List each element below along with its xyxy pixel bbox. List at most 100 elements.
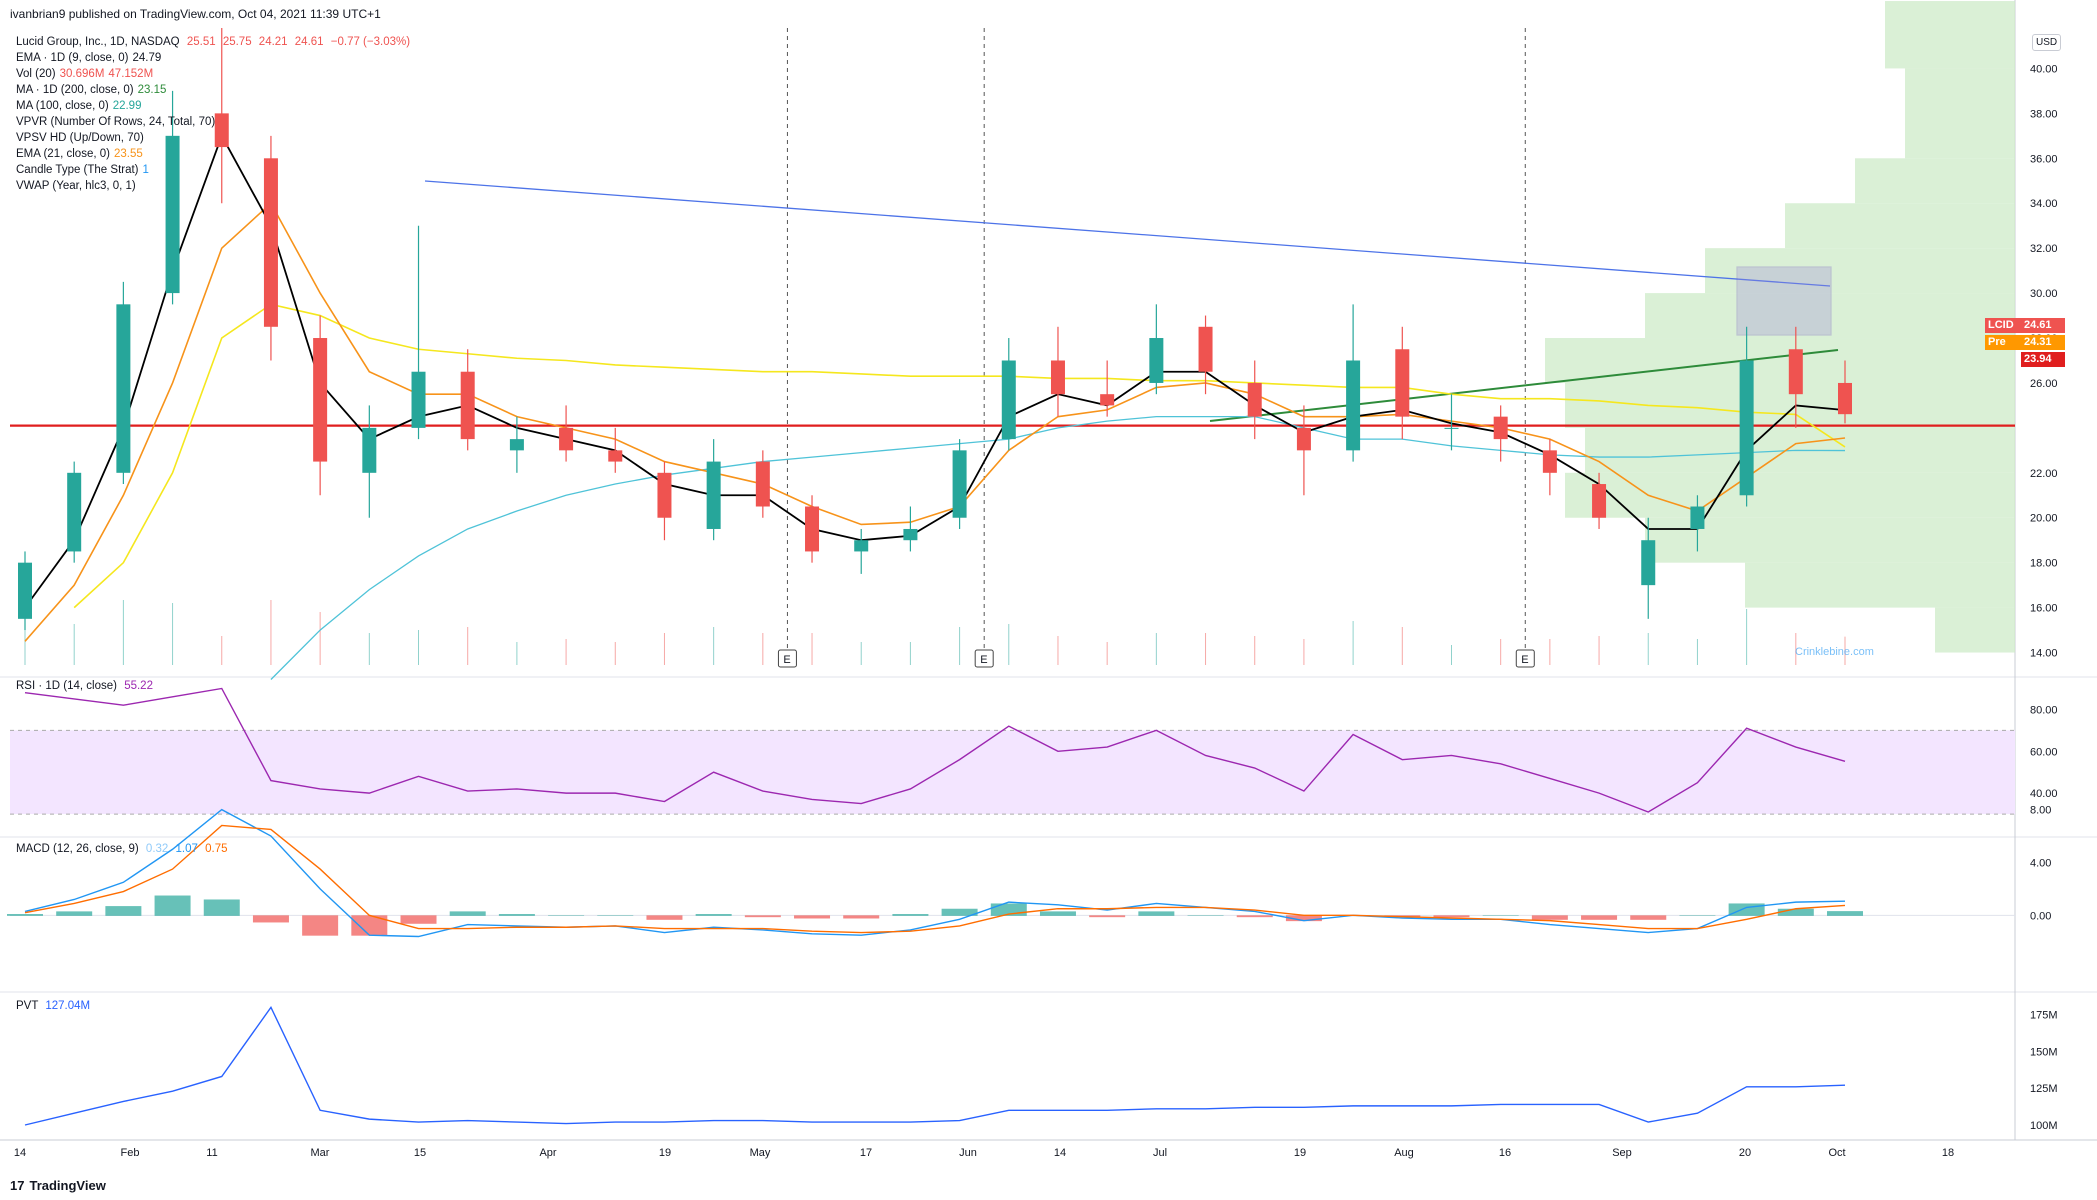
legend-ma200-label: MA · 1D (200, close, 0): [16, 84, 134, 96]
candle-body: [165, 135, 180, 294]
legend-high: 25.75: [222, 36, 252, 48]
candle-body: [1395, 349, 1410, 417]
rsi-line: [24, 687, 1846, 813]
date-axis-tick: 17: [860, 1147, 872, 1159]
candle-body: [854, 540, 869, 552]
macd-histogram-bar: [548, 915, 585, 916]
macd-line-value: 1.07: [175, 843, 198, 855]
macd-histogram-bar: [941, 908, 978, 916]
legend-ma200-value: 23.15: [137, 84, 167, 96]
macd-histogram-bar: [302, 915, 339, 936]
ma100-line: [270, 415, 1846, 680]
macd-histogram-bar: [794, 915, 831, 919]
legend-ma200[interactable]: MA · 1D (200, close, 0) 23.15: [16, 82, 410, 98]
price-tag-last-value: 24.61: [2021, 318, 2065, 333]
ema21-line: [24, 201, 1846, 642]
candle-body: [1346, 360, 1361, 451]
macd-histogram-bar: [1777, 908, 1814, 916]
volume-profile-bar: [1565, 472, 2015, 518]
candle-body: [460, 371, 475, 440]
legend-ma100[interactable]: MA (100, close, 0) 22.99: [16, 98, 410, 114]
legend-candle-type[interactable]: Candle Type (The Strat) 1: [16, 162, 410, 178]
candle-body: [1001, 360, 1016, 440]
price-axis-tick: 16.00: [2030, 603, 2058, 615]
volume-profile-bar: [1935, 607, 2015, 653]
volume-profile-bar: [1905, 68, 2015, 159]
volume-profile-bar: [1855, 158, 2015, 204]
macd-pane-label[interactable]: MACD (12, 26, close, 9) 0.32 1.07 0.75: [16, 843, 228, 855]
volume-profile-bar: [1745, 562, 2015, 608]
macd-line: [24, 808, 1846, 938]
date-axis-tick: Jul: [1153, 1147, 1167, 1159]
macd-axis-tick: 0.00: [2030, 910, 2051, 922]
price-axis-tick: 18.00: [2030, 558, 2058, 570]
legend-vpsv[interactable]: VPSV HD (Up/Down, 70): [16, 130, 410, 146]
macd-histogram-bar: [1679, 915, 1716, 916]
macd-histogram-bar: [597, 915, 634, 916]
macd-histogram-bar: [646, 915, 683, 920]
pvt-axis-tick: 175M: [2030, 1010, 2058, 1022]
candle-body: [903, 528, 918, 541]
macd-histogram-bar: [1581, 915, 1618, 920]
pvt-axis-tick: 125M: [2030, 1083, 2058, 1095]
date-axis-tick: 20: [1739, 1147, 1751, 1159]
price-axis-tick: 38.00: [2030, 108, 2058, 120]
candle-body: [362, 427, 377, 473]
legend-ema9-label: EMA · 1D (9, close, 0): [16, 52, 129, 64]
price-axis-tick: 30.00: [2030, 288, 2058, 300]
macd-axis-tick: 8.00: [2030, 805, 2051, 817]
macd-histogram-bar: [105, 906, 142, 916]
macd-histogram-bar: [498, 914, 535, 916]
tradingview-logo-icon: 17: [10, 1178, 25, 1193]
legend-ema21[interactable]: EMA (21, close, 0) 23.55: [16, 146, 410, 162]
legend-ema21-value: 23.55: [113, 148, 143, 160]
rsi-axis-tick: 80.00: [2030, 704, 2058, 716]
legend-vpvr[interactable]: VPVR (Number Of Rows, 24, Total, 70): [16, 114, 410, 130]
macd-histogram-bar: [1531, 915, 1568, 920]
macd-histogram-bar: [1236, 915, 1273, 918]
price-axis-tick: 34.00: [2030, 198, 2058, 210]
rsi-pane-label[interactable]: RSI · 1D (14, close) 55.22: [16, 680, 153, 692]
legend-vol-ma: 47.152M: [108, 68, 154, 80]
candle-body: [1690, 506, 1705, 529]
candle-body: [952, 450, 967, 518]
legend-ema9[interactable]: EMA · 1D (9, close, 0) 24.79: [16, 50, 410, 66]
macd-histogram-bar: [56, 911, 93, 916]
price-axis-tick: 36.00: [2030, 153, 2058, 165]
legend-vol[interactable]: Vol (20) 30.696M 47.152M: [16, 66, 410, 82]
earnings-marker: [974, 649, 994, 668]
publisher-header: ivanbrian9 published on TradingView.com,…: [10, 7, 381, 21]
pvt-axis-tick: 100M: [2030, 1120, 2058, 1132]
candle-body: [509, 439, 524, 451]
legend-candle-value: 1: [142, 164, 149, 176]
tradingview-brand-text: TradingView: [29, 1178, 106, 1193]
currency-button[interactable]: USD: [2032, 34, 2062, 51]
candle-body: [1050, 360, 1065, 395]
price-tag-pre: Pre: [1985, 335, 2027, 350]
legend-ma100-label: MA (100, close, 0): [16, 100, 109, 112]
candle-body: [1641, 540, 1656, 586]
legend-vwap[interactable]: VWAP (Year, hlc3, 0, 1): [16, 178, 410, 194]
candle-body: [313, 338, 328, 462]
macd-histogram-bar: [1039, 911, 1076, 916]
macd-signal-value: 0.75: [205, 843, 228, 855]
legend-ma100-value: 22.99: [112, 100, 142, 112]
legend-ema21-label: EMA (21, close, 0): [16, 148, 110, 160]
legend-symbol[interactable]: Lucid Group, Inc., 1D, NASDAQ 25.51 25.7…: [16, 34, 410, 50]
pvt-line: [24, 1005, 1846, 1126]
candle-body: [1542, 450, 1557, 473]
date-axis-tick: Feb: [121, 1147, 140, 1159]
price-axis-tick: 32.00: [2030, 243, 2058, 255]
price-axis-tick: 14.00: [2030, 648, 2058, 660]
price-tag-pre-label: Pre: [1988, 336, 2006, 348]
legend-vol-label: Vol (20): [16, 68, 56, 80]
tradingview-brand[interactable]: 17 TradingView: [10, 1178, 106, 1193]
candle-body: [1838, 382, 1852, 415]
macd-hist-value: 0.32: [145, 843, 169, 855]
candle-body: [1100, 394, 1115, 406]
date-axis-tick: Aug: [1394, 1147, 1414, 1159]
pvt-pane-label[interactable]: PVT 127.04M: [16, 1000, 90, 1012]
legend-ema9-value: 24.79: [132, 52, 162, 64]
candle-body: [608, 450, 623, 462]
